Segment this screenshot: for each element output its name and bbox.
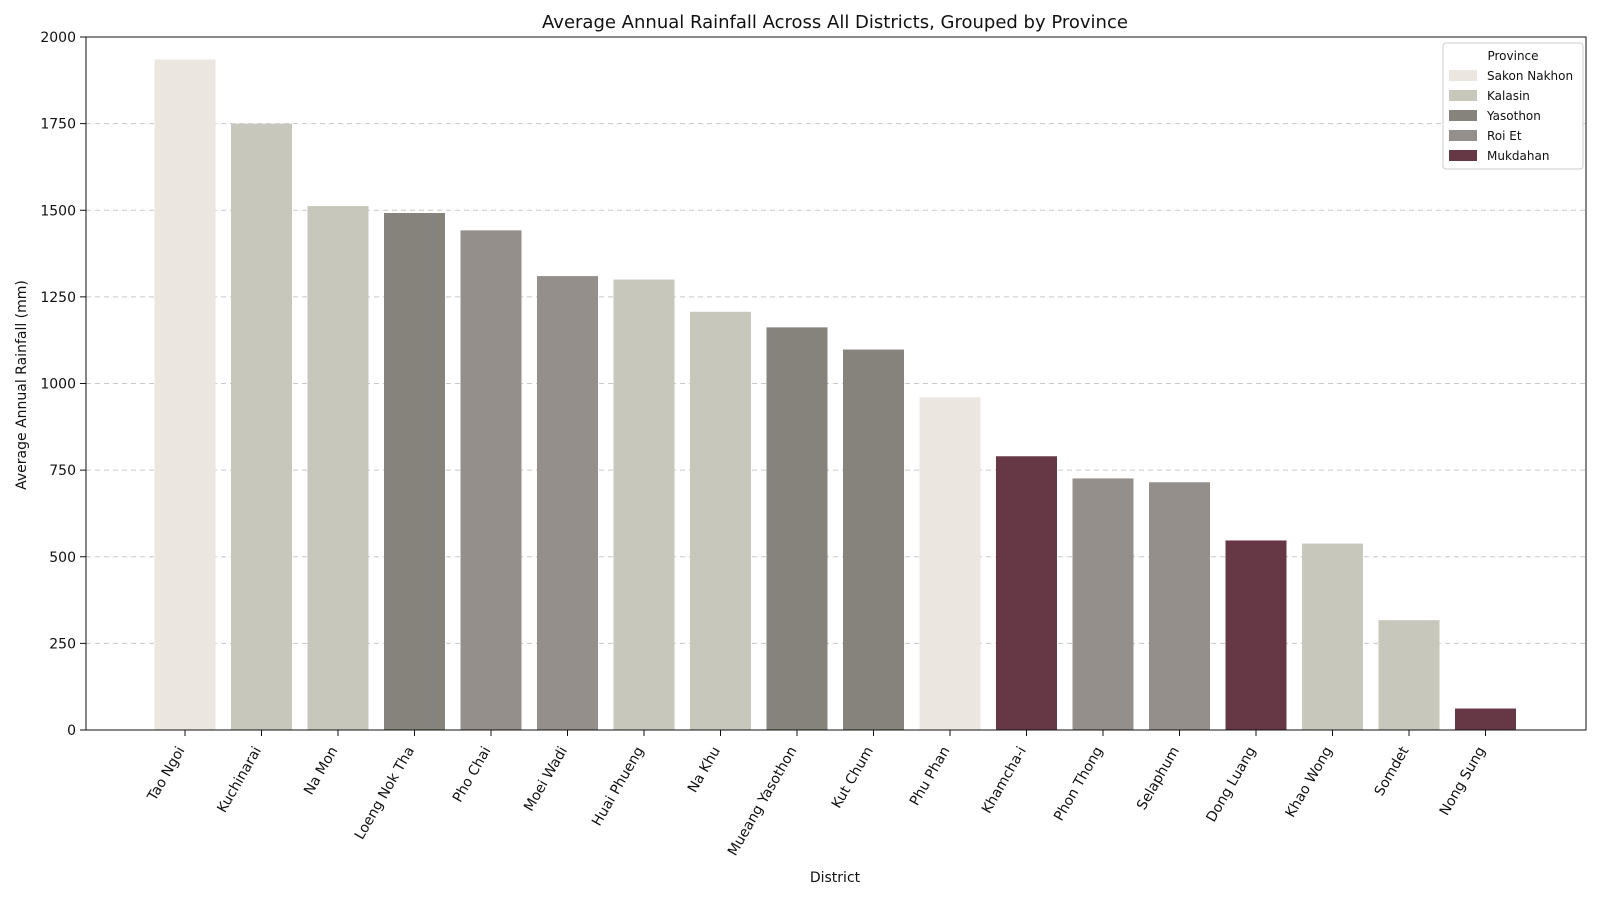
x-tick-label: Kuchinarai — [214, 744, 265, 816]
y-tick-label: 750 — [49, 463, 76, 479]
x-tick-label: Dong Luang — [1203, 744, 1259, 825]
legend-swatch — [1449, 110, 1477, 121]
chart-title: Average Annual Rainfall Across All Distr… — [542, 12, 1128, 33]
x-tick-label: Khamcha-i — [979, 744, 1030, 816]
legend-entry-label: Roi Et — [1487, 129, 1522, 143]
legend-entry-label: Kalasin — [1487, 89, 1530, 103]
x-tick-label: Khao Wong — [1283, 744, 1336, 820]
legend-entry-label: Mukdahan — [1487, 149, 1549, 163]
x-axis-label: District — [810, 870, 861, 886]
y-axis-label: Average Annual Rainfall (mm) — [14, 280, 30, 490]
bar — [766, 327, 828, 730]
bar — [231, 123, 292, 730]
y-tick-label: 0 — [67, 723, 76, 739]
legend-entry-label: Yasothon — [1486, 109, 1541, 123]
x-tick-label: Nong Sung — [1437, 744, 1489, 818]
legend-title: Province — [1487, 49, 1538, 63]
x-tick-label: Selaphum — [1134, 744, 1183, 813]
x-tick-label: Phu Phan — [907, 744, 954, 809]
bar — [1302, 543, 1363, 730]
y-tick-label: 1500 — [40, 203, 76, 219]
y-tick-label: 2000 — [40, 30, 76, 46]
x-tick-label: Moei Wadi — [521, 744, 571, 814]
bar — [1455, 708, 1516, 730]
x-tick-label: Na Mon — [301, 744, 341, 798]
bars-group — [154, 59, 1516, 731]
x-tick-label: Mueang Yasothon — [725, 744, 800, 859]
bar — [919, 397, 981, 730]
bar — [384, 213, 445, 731]
bar — [460, 230, 522, 731]
x-tick-label: Kut Chum — [829, 744, 877, 811]
legend-swatch — [1449, 130, 1477, 141]
y-axis-ticks: 0 250 500 750 1000 1250 1500 1750 2000 — [40, 30, 86, 739]
x-tick-label: Phon Thong — [1051, 744, 1106, 824]
y-tick-label: 1750 — [40, 117, 76, 133]
bar — [690, 311, 751, 730]
legend-box — [1442, 42, 1584, 170]
bar — [154, 59, 216, 730]
bar — [996, 456, 1057, 730]
bar — [537, 276, 598, 730]
x-tick-label: Na Khu — [685, 744, 724, 796]
x-tick-label: Somdet — [1372, 744, 1413, 799]
y-tick-label: 1250 — [40, 290, 76, 306]
bar — [843, 349, 904, 730]
bar — [1378, 620, 1440, 730]
y-tick-label: 500 — [49, 550, 76, 566]
x-tick-label: Tao Ngoi — [144, 744, 188, 805]
legend-swatch — [1449, 70, 1477, 81]
bar — [1225, 540, 1287, 730]
legend-swatch — [1449, 150, 1477, 161]
x-tick-label: Loeng Nok Tha — [352, 744, 418, 843]
x-tick-label: Pho Chai — [450, 744, 495, 805]
legend-entry-label: Sakon Nakhon — [1487, 69, 1573, 83]
y-tick-label: 1000 — [40, 377, 76, 393]
y-tick-label: 250 — [49, 636, 76, 652]
bar — [1149, 482, 1210, 730]
bar — [307, 206, 369, 731]
legend: Province Sakon Nakhon Kalasin Yasothon Roi E… — [1442, 42, 1584, 170]
bar — [613, 279, 675, 730]
x-tick-label: Huai Phueng — [589, 744, 647, 829]
x-axis-ticks: Tao Ngoi Kuchinarai Na Mon Loeng Nok Tha Pho… — [144, 730, 1489, 859]
bar — [1072, 478, 1134, 730]
legend-swatch — [1449, 90, 1477, 101]
